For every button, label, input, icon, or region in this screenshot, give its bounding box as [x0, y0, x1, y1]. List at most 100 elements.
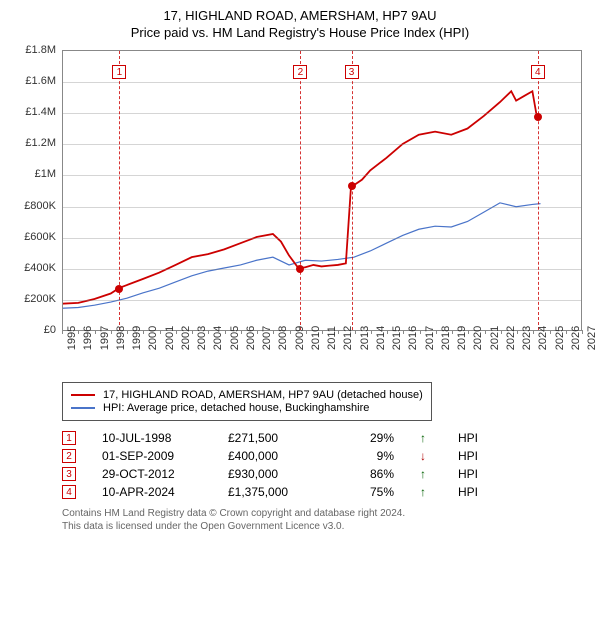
x-tick	[371, 330, 372, 334]
x-tick	[582, 330, 583, 334]
x-tick-label: 2009	[294, 326, 306, 350]
transaction-row: 110-JUL-1998£271,50029%↑HPI	[62, 431, 588, 445]
x-tick	[468, 330, 469, 334]
transaction-date: 29-OCT-2012	[102, 467, 202, 481]
transaction-price: £400,000	[228, 449, 318, 463]
chart-container: 17, HIGHLAND ROAD, AMERSHAM, HP7 9AU Pri…	[0, 0, 600, 543]
x-tick	[95, 330, 96, 334]
event-marker-dot	[348, 182, 356, 190]
event-vline	[300, 51, 301, 330]
transaction-vs-label: HPI	[458, 449, 488, 463]
y-tick-label: £400K	[12, 262, 56, 274]
x-tick-label: 2002	[180, 326, 192, 350]
x-tick-label: 2012	[342, 326, 354, 350]
event-vline	[352, 51, 353, 330]
chart-area: 1234 £0£200K£400K£600K£800K£1M£1.2M£1.4M…	[12, 46, 588, 376]
x-tick-label: 2005	[229, 326, 241, 350]
x-tick-label: 2015	[391, 326, 403, 350]
x-tick	[62, 330, 63, 334]
x-tick-label: 2001	[164, 326, 176, 350]
y-tick-label: £1.4M	[12, 106, 56, 118]
legend-swatch	[71, 407, 95, 409]
transaction-price: £271,500	[228, 431, 318, 445]
event-marker-dot	[534, 113, 542, 121]
x-tick-label: 2027	[586, 326, 598, 350]
x-tick	[403, 330, 404, 334]
x-tick-label: 2021	[489, 326, 501, 350]
x-tick-label: 1998	[115, 326, 127, 350]
title-subtitle: Price paid vs. HM Land Registry's House …	[12, 25, 588, 40]
legend-row: 17, HIGHLAND ROAD, AMERSHAM, HP7 9AU (de…	[71, 389, 423, 401]
x-tick	[550, 330, 551, 334]
x-tick-label: 2020	[472, 326, 484, 350]
transaction-row: 201-SEP-2009£400,0009%↓HPI	[62, 449, 588, 463]
y-tick-label: £1.2M	[12, 137, 56, 149]
y-tick-label: £1.6M	[12, 75, 56, 87]
y-axis-line	[62, 50, 63, 330]
line-series-svg	[62, 51, 581, 330]
x-tick-label: 2000	[147, 326, 159, 350]
legend-swatch	[71, 394, 95, 396]
x-tick-label: 2017	[424, 326, 436, 350]
x-tick-label: 2004	[212, 326, 224, 350]
x-tick	[225, 330, 226, 334]
legend: 17, HIGHLAND ROAD, AMERSHAM, HP7 9AU (de…	[62, 382, 432, 421]
x-tick-label: 2025	[554, 326, 566, 350]
y-tick-label: £600K	[12, 231, 56, 243]
arrow-down-icon: ↓	[420, 449, 432, 463]
x-tick	[517, 330, 518, 334]
title-address: 17, HIGHLAND ROAD, AMERSHAM, HP7 9AU	[12, 8, 588, 23]
y-tick-label: £0	[12, 324, 56, 336]
x-tick-label: 2013	[359, 326, 371, 350]
event-callout: 2	[293, 65, 307, 79]
x-tick	[192, 330, 193, 334]
x-tick	[176, 330, 177, 334]
gridline-h	[62, 175, 581, 176]
x-tick	[355, 330, 356, 334]
x-tick	[485, 330, 486, 334]
x-tick-label: 2016	[407, 326, 419, 350]
x-tick	[127, 330, 128, 334]
transaction-num-box: 4	[62, 485, 76, 499]
gridline-h	[62, 207, 581, 208]
transaction-date: 10-APR-2024	[102, 485, 202, 499]
legend-label: 17, HIGHLAND ROAD, AMERSHAM, HP7 9AU (de…	[103, 389, 423, 401]
y-tick-label: £200K	[12, 293, 56, 305]
arrow-up-icon: ↑	[420, 467, 432, 481]
y-tick-label: £800K	[12, 200, 56, 212]
title-block: 17, HIGHLAND ROAD, AMERSHAM, HP7 9AU Pri…	[12, 8, 588, 40]
x-tick	[322, 330, 323, 334]
footer: Contains HM Land Registry data © Crown c…	[62, 507, 588, 533]
event-vline	[538, 51, 539, 330]
x-tick	[566, 330, 567, 334]
x-tick-label: 2023	[521, 326, 533, 350]
event-marker-dot	[115, 285, 123, 293]
x-tick-label: 2026	[570, 326, 582, 350]
x-tick-label: 2008	[277, 326, 289, 350]
plot-area: 1234	[62, 50, 582, 330]
x-tick	[420, 330, 421, 334]
x-tick-label: 2011	[326, 326, 338, 350]
x-tick-label: 2022	[505, 326, 517, 350]
x-tick	[241, 330, 242, 334]
x-tick	[387, 330, 388, 334]
x-tick	[436, 330, 437, 334]
transaction-vs-label: HPI	[458, 431, 488, 445]
x-tick	[208, 330, 209, 334]
transaction-price: £1,375,000	[228, 485, 318, 499]
event-callout: 3	[345, 65, 359, 79]
x-tick	[111, 330, 112, 334]
gridline-h	[62, 82, 581, 83]
x-tick-label: 1995	[66, 326, 78, 350]
gridline-h	[62, 113, 581, 114]
footer-line2: This data is licensed under the Open Gov…	[62, 520, 588, 533]
x-tick-label: 2010	[310, 326, 322, 350]
transaction-vs-label: HPI	[458, 485, 488, 499]
x-tick-label: 2014	[375, 326, 387, 350]
transaction-pct: 86%	[344, 467, 394, 481]
gridline-h	[62, 300, 581, 301]
x-tick	[257, 330, 258, 334]
transaction-row: 410-APR-2024£1,375,00075%↑HPI	[62, 485, 588, 499]
x-tick-label: 2019	[456, 326, 468, 350]
event-callout: 4	[531, 65, 545, 79]
